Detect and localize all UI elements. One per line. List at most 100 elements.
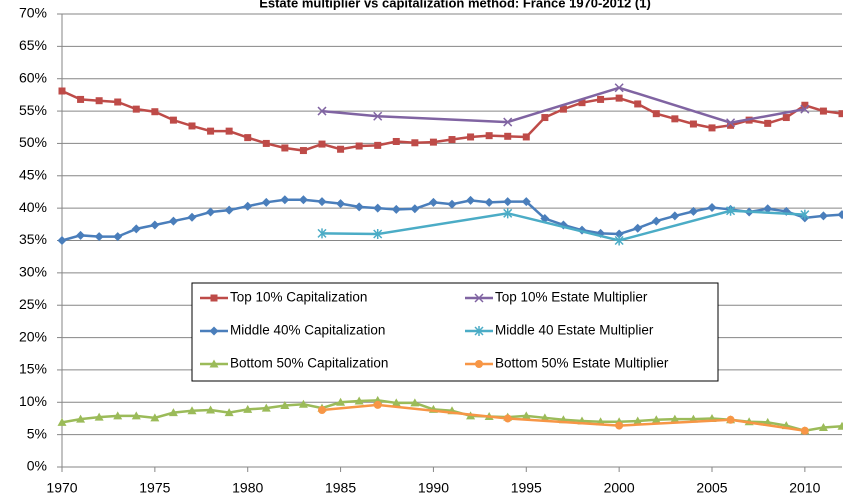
- marker: [578, 99, 586, 107]
- marker: [317, 228, 327, 239]
- marker: [243, 404, 253, 413]
- y-tick-label: 5%: [27, 425, 47, 441]
- x-tick-label: 1990: [418, 480, 449, 496]
- y-tick-label: 45%: [19, 166, 47, 182]
- marker: [298, 195, 308, 205]
- y-tick-label: 15%: [19, 361, 47, 377]
- marker: [354, 202, 364, 212]
- marker: [615, 94, 623, 102]
- marker: [708, 124, 716, 132]
- marker: [244, 134, 252, 142]
- marker: [485, 132, 493, 140]
- y-tick-label: 65%: [19, 37, 47, 53]
- marker: [652, 110, 660, 118]
- marker: [261, 197, 271, 207]
- marker: [169, 116, 177, 124]
- y-tick-label: 50%: [19, 134, 47, 150]
- legend-box: [191, 282, 719, 382]
- marker: [210, 294, 218, 302]
- marker: [448, 136, 456, 144]
- y-tick-label: 0%: [27, 458, 47, 474]
- marker: [726, 415, 735, 424]
- marker: [280, 401, 290, 410]
- marker: [614, 229, 624, 239]
- marker: [503, 208, 513, 219]
- marker: [726, 118, 736, 128]
- marker: [726, 205, 736, 216]
- marker: [373, 229, 383, 240]
- marker: [58, 87, 66, 95]
- marker: [819, 107, 827, 115]
- marker: [800, 209, 810, 220]
- marker: [540, 413, 550, 422]
- marker: [670, 414, 680, 423]
- marker: [318, 140, 326, 148]
- marker: [651, 415, 661, 424]
- marker: [132, 105, 140, 113]
- y-tick-label: 55%: [19, 102, 47, 118]
- marker: [801, 101, 809, 109]
- x-tick-label: 1980: [232, 480, 263, 496]
- marker: [447, 199, 457, 209]
- marker: [224, 205, 234, 215]
- marker: [410, 398, 420, 407]
- marker: [77, 95, 85, 103]
- legend: Top 10% Capitalization Top 10% Estate Mul…: [191, 282, 719, 382]
- marker: [373, 400, 382, 409]
- marker: [150, 220, 160, 230]
- x-tick-label: 1995: [511, 480, 542, 496]
- marker: [391, 204, 401, 214]
- x-tick-label: 2005: [696, 480, 727, 496]
- marker: [475, 360, 483, 368]
- marker: [429, 138, 437, 146]
- marker: [411, 139, 419, 147]
- y-tick-label: 60%: [19, 69, 47, 85]
- marker: [782, 114, 790, 122]
- marker: [466, 195, 476, 205]
- marker: [336, 397, 346, 406]
- marker: [541, 114, 549, 122]
- marker: [57, 236, 67, 245]
- marker: [318, 406, 326, 415]
- marker: [651, 216, 661, 226]
- marker: [261, 403, 271, 412]
- marker: [763, 204, 773, 214]
- marker: [689, 120, 697, 128]
- marker: [727, 121, 735, 129]
- marker: [168, 216, 178, 226]
- marker: [209, 359, 219, 368]
- marker: [410, 204, 420, 214]
- marker: [837, 210, 843, 220]
- x-tick-label: 1970: [46, 480, 77, 496]
- marker: [614, 235, 624, 246]
- marker: [522, 133, 530, 141]
- marker: [262, 139, 270, 147]
- legend-label: Top 10% Capitalization: [230, 290, 367, 305]
- marker: [800, 104, 810, 114]
- legend-label: Middle 40 Estate Multiplier: [495, 323, 654, 338]
- x-tick-label: 1975: [139, 480, 170, 496]
- marker: [76, 414, 86, 423]
- marker: [354, 396, 364, 405]
- marker: [373, 203, 383, 213]
- legend-label: Middle 40% Capitalization: [230, 323, 385, 338]
- marker: [317, 197, 327, 207]
- chart-title: Estate multiplier vs capitalization meth…: [259, 0, 651, 10]
- series-line: [321, 403, 806, 432]
- marker: [355, 142, 363, 150]
- marker: [94, 232, 104, 242]
- y-tick-label: 30%: [19, 264, 47, 280]
- marker: [243, 201, 253, 211]
- legend-label: Bottom 50% Estate Multiplier: [495, 356, 669, 371]
- marker: [521, 197, 531, 207]
- x-tick-label: 2000: [604, 480, 635, 496]
- marker: [688, 206, 698, 216]
- marker: [207, 127, 215, 135]
- marker: [503, 414, 512, 423]
- marker: [504, 132, 512, 140]
- marker: [281, 144, 289, 152]
- marker: [634, 100, 642, 108]
- x-tick-label: 1985: [325, 480, 356, 496]
- marker: [838, 110, 843, 118]
- marker: [94, 412, 104, 421]
